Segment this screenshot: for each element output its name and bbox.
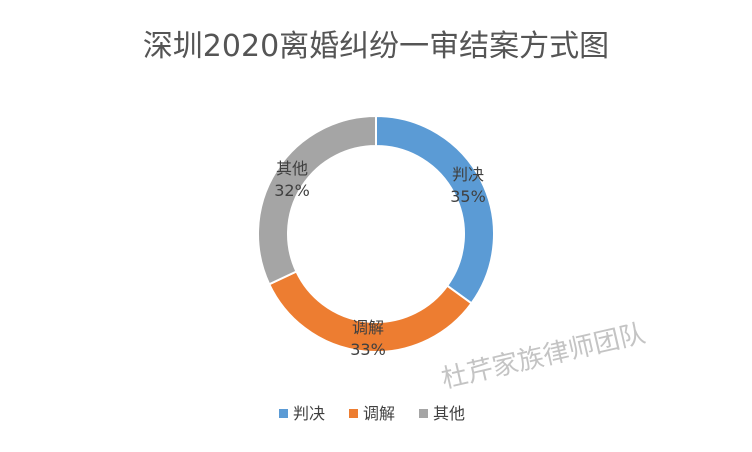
legend-swatch-3 <box>419 409 428 418</box>
legend-label-3: 其他 <box>433 404 465 423</box>
legend-label-2: 调解 <box>363 404 395 423</box>
legend-swatch-1 <box>279 409 288 418</box>
slice-label-name-2: 调解 <box>352 318 384 337</box>
slice-label-percent-2: 33% <box>350 340 386 359</box>
slice-label-name-1: 判决 <box>452 165 484 184</box>
legend-swatch-2 <box>349 409 358 418</box>
legend-label-1: 判决 <box>293 404 325 423</box>
chart-title: 深圳2020离婚纠纷一审结案方式图 <box>143 29 609 64</box>
slice-3 <box>257 114 377 286</box>
donut-slices <box>257 114 495 353</box>
legend: 判决 调解 其他 <box>279 404 465 423</box>
slice-labels: 判决 35% 调解 33% 其他 32% <box>274 159 486 359</box>
slice-1 <box>375 114 495 305</box>
slice-label-name-3: 其他 <box>276 159 308 178</box>
slice-label-percent-1: 35% <box>450 187 486 206</box>
watermark: 杜芹家族律师团队 <box>439 319 648 395</box>
slice-label-percent-3: 32% <box>274 181 310 200</box>
